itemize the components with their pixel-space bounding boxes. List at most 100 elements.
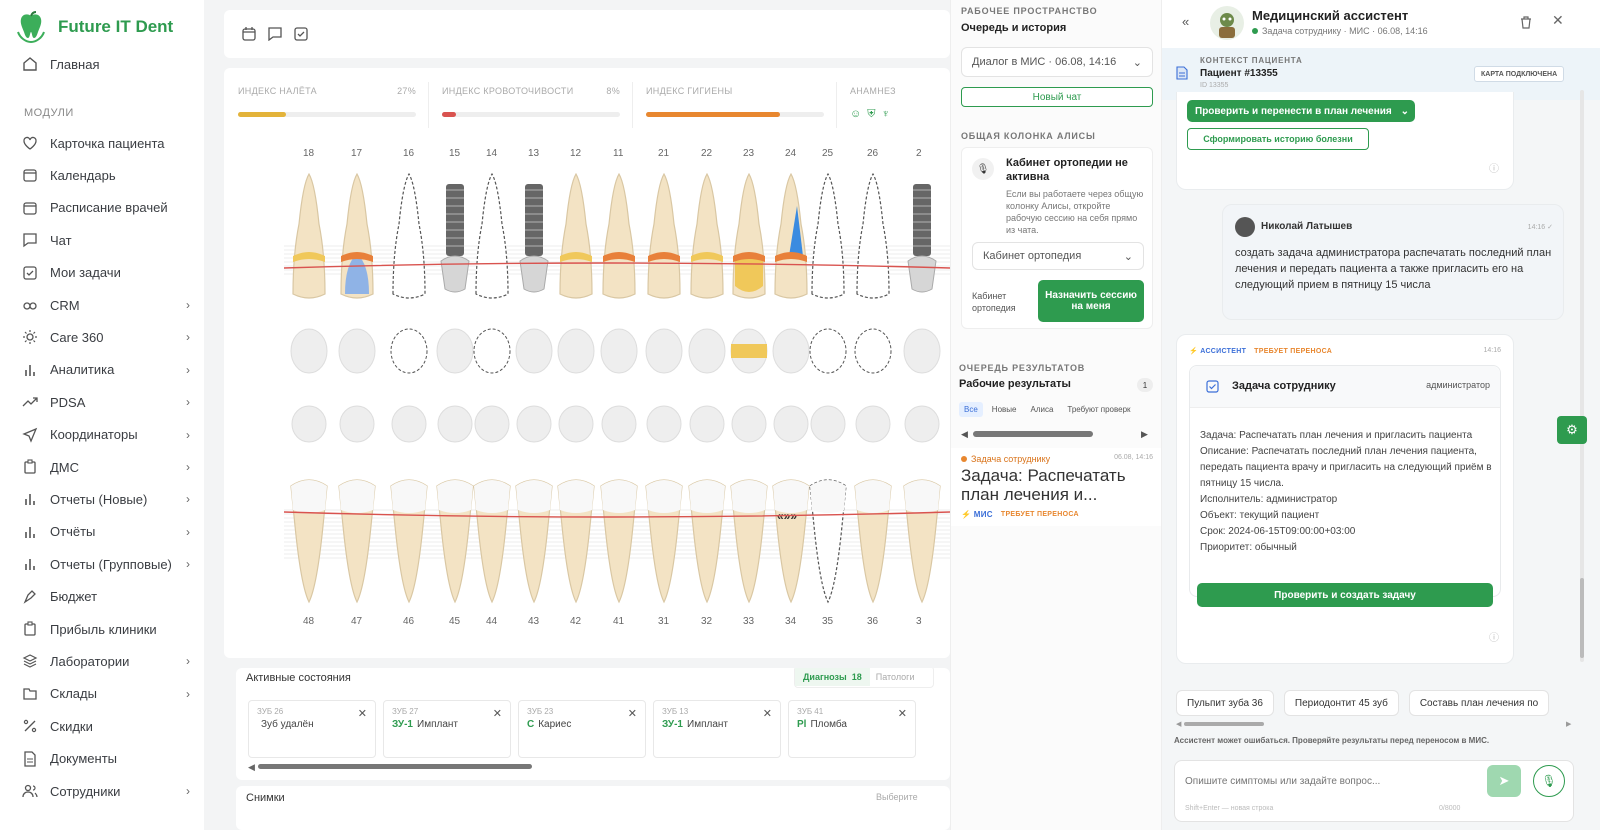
- upper-tooth-24[interactable]: [772, 172, 810, 443]
- upper-tooth-12[interactable]: [557, 172, 595, 443]
- lower-tooth-31[interactable]: [645, 479, 683, 604]
- horizontal-scrollbar[interactable]: [258, 764, 532, 769]
- lower-tooth-35[interactable]: [809, 479, 847, 604]
- tab-diagnoses[interactable]: Диагнозы 18: [795, 668, 870, 686]
- remove-icon[interactable]: ✕: [357, 708, 367, 720]
- lower-tooth-41[interactable]: [600, 479, 638, 604]
- upper-tooth-17[interactable]: [338, 172, 376, 443]
- sidebar-item-4[interactable]: Чат: [22, 228, 190, 252]
- collapse-icon[interactable]: «: [1182, 14, 1190, 29]
- info-icon[interactable]: ⓘ: [1489, 633, 1499, 644]
- diagnosis-item[interactable]: ЗУБ 41 Pl Пломба ✕: [788, 700, 916, 758]
- scroll-left-icon[interactable]: ◀: [248, 762, 255, 772]
- scroll-left-icon[interactable]: ◀: [1176, 721, 1182, 728]
- logo[interactable]: Future IT Dent: [14, 10, 173, 44]
- assign-session-button[interactable]: Назначить сессию на меня: [1038, 280, 1144, 322]
- lower-tooth-47[interactable]: [338, 479, 376, 604]
- diagnosis-item[interactable]: ЗУБ 27 ЗУ-1 Имплант ✕: [383, 700, 511, 758]
- sidebar-item-6[interactable]: CRM ›: [22, 293, 190, 317]
- suggestion-chip[interactable]: Периодонтит 45 зуб: [1283, 690, 1399, 716]
- sidebar-item-14[interactable]: Отчеты (Групповые) ›: [22, 552, 190, 576]
- upper-tooth-25[interactable]: [809, 172, 847, 443]
- remove-icon[interactable]: ✕: [627, 708, 637, 720]
- lower-tooth-48[interactable]: [290, 479, 328, 604]
- sidebar-item-15[interactable]: Бюджет: [22, 585, 190, 609]
- calendar-icon[interactable]: [242, 27, 256, 41]
- sidebar-item-17[interactable]: Лаборатории ›: [22, 649, 190, 673]
- mic-off-icon[interactable]: 🎙: [1533, 765, 1565, 797]
- upper-tooth-13[interactable]: [515, 184, 553, 443]
- chat-scroll-thumb[interactable]: [1580, 578, 1584, 658]
- new-chat-button[interactable]: Новый чат: [961, 87, 1153, 107]
- lower-tooth-42[interactable]: [557, 479, 595, 604]
- filter-chip[interactable]: Алиса: [1030, 405, 1054, 414]
- sidebar-item-10[interactable]: Координаторы ›: [22, 423, 190, 447]
- filter-chip[interactable]: Все: [959, 402, 983, 417]
- close-icon[interactable]: ✕: [1552, 12, 1564, 28]
- upper-tooth-22[interactable]: [688, 172, 726, 443]
- remove-icon[interactable]: ✕: [492, 708, 502, 720]
- lower-tooth-32[interactable]: [688, 479, 726, 604]
- sidebar-item-16[interactable]: Прибыль клиники: [22, 617, 190, 641]
- sidebar-item-1[interactable]: Карточка пациента: [22, 131, 190, 155]
- suggestion-chip[interactable]: Составь план лечения по: [1408, 690, 1550, 716]
- upper-tooth-11[interactable]: [600, 172, 638, 443]
- lower-tooth-3[interactable]: [903, 479, 941, 604]
- tab-pathologies[interactable]: Патологи: [875, 672, 915, 682]
- chat-scrollbar[interactable]: [1580, 90, 1584, 662]
- sidebar-item-20[interactable]: Документы: [22, 747, 190, 771]
- lower-tooth-44[interactable]: [473, 479, 511, 604]
- diagnosis-item[interactable]: ЗУБ 13 ЗУ-1 Имплант ✕: [653, 700, 781, 758]
- sidebar-item-11[interactable]: ДМС ›: [22, 455, 190, 479]
- chat-icon[interactable]: [268, 27, 282, 41]
- upper-tooth-14[interactable]: [473, 172, 511, 443]
- lower-tooth-36[interactable]: [854, 479, 892, 604]
- sidebar-item-13[interactable]: Отчёты ›: [22, 520, 190, 544]
- sidebar-item-12[interactable]: Отчеты (Новые) ›: [22, 487, 190, 511]
- history-button[interactable]: Сформировать историю болезни: [1187, 128, 1369, 150]
- settings-gear-icon[interactable]: ⚙: [1557, 416, 1587, 444]
- filter-chip[interactable]: Новые: [991, 405, 1017, 414]
- send-icon[interactable]: ➤: [1487, 765, 1521, 797]
- upper-tooth-26[interactable]: [854, 172, 892, 443]
- sidebar-item-8[interactable]: Аналитика ›: [22, 358, 190, 382]
- lower-tooth-43[interactable]: [515, 479, 553, 604]
- upper-tooth-2[interactable]: [903, 184, 941, 443]
- scroll-right-icon[interactable]: ▶: [1566, 721, 1572, 728]
- diagnosis-item[interactable]: ЗУБ 23 С Кариес ✕: [518, 700, 646, 758]
- nav-home[interactable]: Главная: [22, 52, 190, 76]
- sidebar-item-18[interactable]: Склады ›: [22, 682, 190, 706]
- scroll-right-icon[interactable]: ▶: [1141, 429, 1148, 439]
- message-input[interactable]: [1185, 769, 1475, 793]
- lower-tooth-34[interactable]: «»»: [772, 479, 810, 604]
- sidebar-item-5[interactable]: Мои задачи: [22, 261, 190, 285]
- checkbox-icon[interactable]: [294, 27, 308, 41]
- filter-chip[interactable]: Требуют проверк: [1067, 405, 1131, 414]
- scroll-left-icon[interactable]: ◀: [961, 429, 968, 439]
- upper-tooth-23[interactable]: [730, 172, 768, 443]
- sidebar-item-2[interactable]: Календарь: [22, 163, 190, 187]
- info-icon[interactable]: ⓘ: [1489, 164, 1499, 175]
- create-task-button[interactable]: Проверить и создать задачу: [1197, 583, 1493, 607]
- trash-icon[interactable]: [1520, 16, 1532, 29]
- upper-tooth-15[interactable]: [436, 184, 474, 443]
- suggestion-chip[interactable]: Пульпит зуба 36: [1176, 690, 1274, 716]
- lower-tooth-33[interactable]: [730, 479, 768, 604]
- upper-tooth-21[interactable]: [645, 172, 683, 443]
- filters-scrollbar[interactable]: [973, 431, 1093, 437]
- suggestion-scrollbar[interactable]: [1184, 722, 1264, 726]
- upper-tooth-18[interactable]: [290, 172, 328, 443]
- check-transfer-button[interactable]: Проверить и перенести в план лечения ⌄: [1187, 100, 1415, 122]
- sidebar-item-21[interactable]: Сотрудники ›: [22, 779, 190, 803]
- sidebar-item-19[interactable]: Скидки: [22, 714, 190, 738]
- cabinet-select[interactable]: Кабинет ортопедия ⌄: [972, 242, 1144, 270]
- remove-icon[interactable]: ✕: [762, 708, 772, 720]
- remove-icon[interactable]: ✕: [897, 708, 907, 720]
- upper-tooth-16[interactable]: [390, 172, 428, 443]
- dialog-select[interactable]: Диалог в МИС · 06.08, 14:16 ⌄: [961, 47, 1153, 77]
- lower-tooth-46[interactable]: [390, 479, 428, 604]
- result-item[interactable]: Задача сотруднику 06.08, 14:16 Задача: Р…: [951, 448, 1161, 526]
- lower-tooth-45[interactable]: [436, 479, 474, 604]
- photos-select[interactable]: Выберите: [876, 792, 918, 802]
- sidebar-item-7[interactable]: Care 360 ›: [22, 325, 190, 349]
